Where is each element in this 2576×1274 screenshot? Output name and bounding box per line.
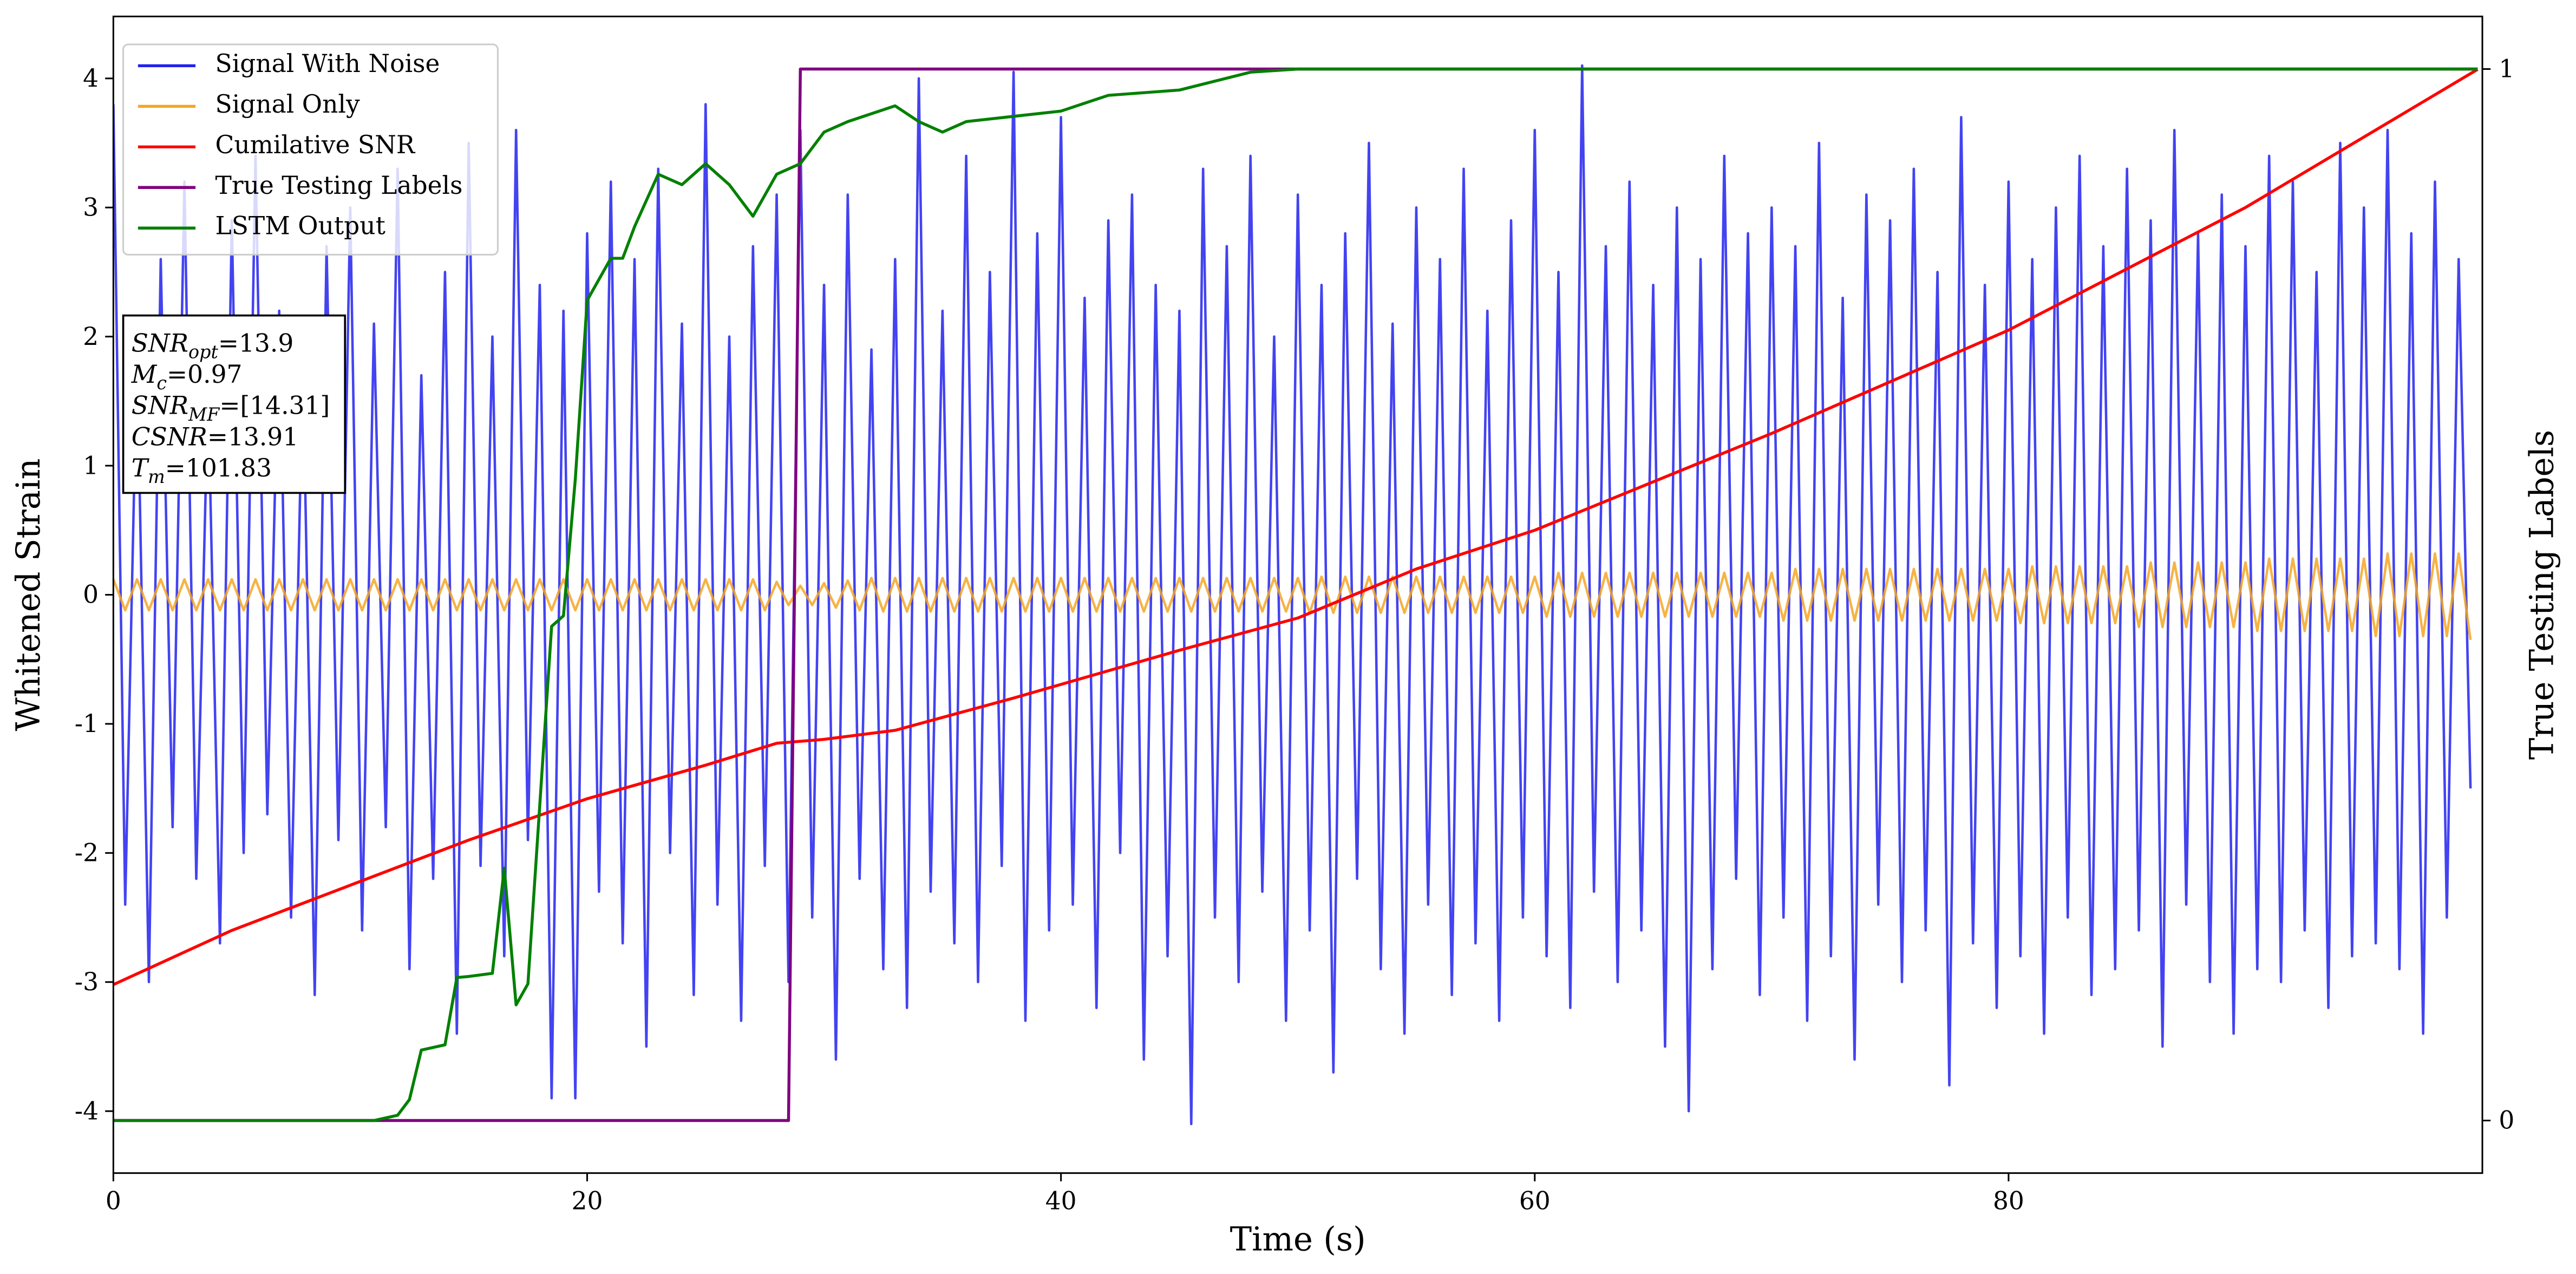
annotation-symbol: CSNR: [132, 422, 207, 451]
annotation-subscript: c: [156, 373, 167, 394]
annotation-value: =13.9: [218, 329, 293, 357]
x-tick-label: 60: [1519, 1186, 1551, 1215]
y-tick-label: 1: [83, 451, 99, 480]
annotation-line: Mc=0.97: [131, 360, 243, 394]
annotation-subscript: m: [148, 466, 165, 487]
legend-label: Signal Only: [215, 90, 360, 119]
legend-box: [122, 43, 499, 256]
series-line: [113, 552, 2472, 641]
legend-label: LSTM Output: [215, 212, 385, 240]
annotation-subscript: MF: [188, 404, 220, 425]
annotation-symbol: SNR: [132, 391, 188, 420]
y-tick-label: -2: [75, 839, 99, 867]
y2-tick-label: 1: [2499, 55, 2514, 83]
annotation-symbol: SNR: [132, 329, 188, 357]
y-axis-label: Whitened Strain: [10, 459, 48, 731]
series-line: [113, 68, 2479, 986]
y-tick-label: 2: [83, 322, 99, 351]
legend: Signal With Noise Signal Only Cumilative S…: [122, 43, 499, 256]
x-tick-label: 0: [106, 1186, 121, 1215]
annotation-frame: [122, 314, 346, 494]
legend-label: True Testing Labels: [215, 171, 463, 200]
annotation-value: =101.83: [165, 454, 272, 482]
annotation-line: SNRopt=13.9: [132, 329, 294, 362]
series-line: [113, 67, 2478, 1122]
y2-tick-label: 0: [2499, 1106, 2514, 1135]
x-tick-label: 40: [1045, 1186, 1077, 1215]
annotation-symbol: T: [132, 454, 150, 482]
annotation-value: =0.97: [167, 360, 242, 389]
x-axis-label: Time (s): [1230, 1220, 1366, 1258]
y-tick-label: 0: [83, 580, 99, 609]
annotation-symbol: M: [131, 360, 158, 389]
annotation-subscript: opt: [188, 342, 218, 363]
legend-label: Cumilative SNR: [215, 130, 416, 159]
annotation-line: CSNR=13.91: [132, 422, 298, 451]
x-tick-label: 20: [572, 1186, 603, 1215]
annotation-box: SNRopt=13.9Mc=0.97SNRMF=[14.31]CSNR=13.9…: [122, 314, 346, 494]
y2-axis-label: True Testing Labels: [2523, 430, 2561, 760]
y-tick-label: 4: [83, 64, 99, 93]
y-tick-label: -4: [75, 1096, 99, 1125]
legend-label: Signal With Noise: [215, 49, 440, 78]
annotation-value: =[14.31]: [219, 391, 330, 420]
annotation-value: =13.91: [207, 422, 298, 451]
x-tick-label: 80: [1993, 1186, 2024, 1215]
y-tick-label: -1: [75, 709, 99, 738]
annotation-line: Tm=101.83: [132, 454, 272, 487]
y-tick-label: 3: [83, 193, 99, 221]
y-tick-label: -3: [75, 968, 99, 996]
series-line: [113, 64, 2472, 1126]
annotation-line: SNRMF=[14.31]: [132, 391, 330, 425]
